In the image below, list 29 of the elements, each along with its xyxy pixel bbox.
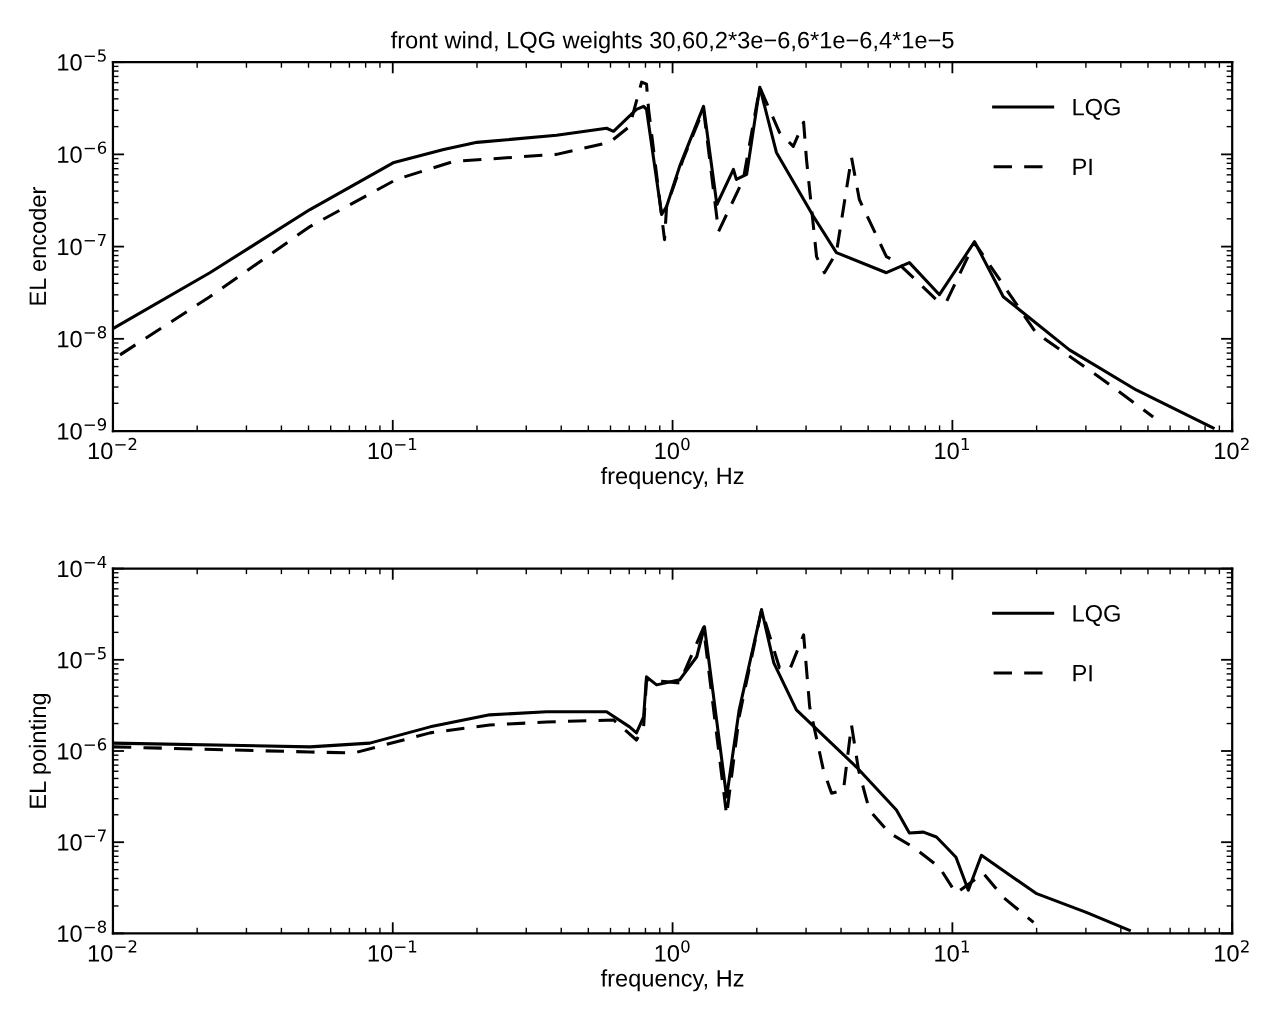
- y-axis-title: EL encoder: [28, 187, 47, 305]
- x-tick-label: 10$^{2}$: [1215, 437, 1249, 460]
- y-tick-label: 10$^{−6}$: [58, 141, 107, 163]
- y-tick-label: 10$^{−6}$: [58, 738, 107, 760]
- y-tick-label: 10$^{−7}$: [58, 829, 106, 851]
- chart-title: front wind, LQG weights 30,60,2*3e−6,6*1e−6,4*1e−5: [391, 31, 954, 54]
- legend-label: PI: [1073, 158, 1092, 176]
- x-tick-label: 10$^{1}$: [935, 940, 969, 962]
- x-tick-label: 10$^{2}$: [1215, 940, 1249, 962]
- y-tick-label: 10$^{−8}$: [58, 920, 107, 943]
- y-axis-title: EL pointing: [28, 693, 51, 808]
- x-tick-label: 10$^{−2}$: [88, 940, 137, 962]
- x-axis-title: frequency, Hz: [600, 969, 744, 992]
- legend-label: LQG: [1073, 98, 1120, 120]
- y-tick-label: 10$^{−9}$: [58, 418, 107, 440]
- x-tick-label: 10$^{0}$: [655, 940, 690, 962]
- x-tick-label: 10$^{−1}$: [368, 438, 417, 460]
- x-tick-label: 10$^{0}$: [655, 437, 690, 460]
- y-tick-label: 10$^{−5}$: [58, 647, 106, 669]
- legend-label: LQG: [1073, 605, 1120, 627]
- x-tick-label: 10$^{1}$: [935, 438, 969, 460]
- x-tick-label: 10$^{−1}$: [368, 940, 417, 962]
- y-tick-label: 10$^{−8}$: [58, 325, 107, 348]
- x-tick-label: 10$^{−2}$: [88, 437, 137, 460]
- legend-label: PI: [1073, 665, 1092, 682]
- y-tick-label: 10$^{−7}$: [58, 233, 106, 256]
- x-axis-title: frequency, Hz: [600, 466, 744, 489]
- y-tick-label: 10$^{−5}$: [58, 49, 106, 71]
- y-tick-label: 10$^{−4}$: [58, 555, 107, 578]
